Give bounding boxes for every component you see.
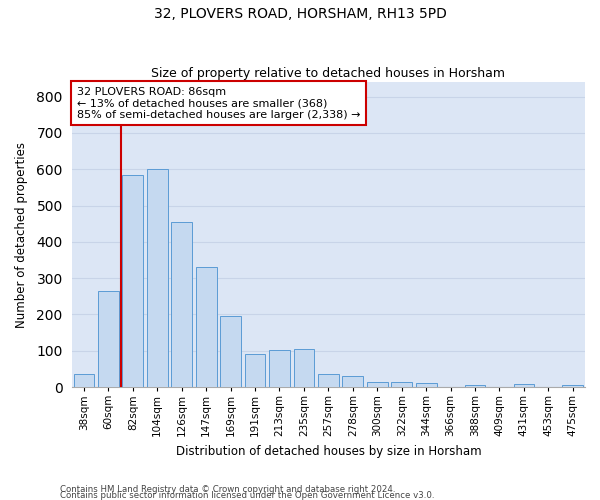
Text: 32, PLOVERS ROAD, HORSHAM, RH13 5PD: 32, PLOVERS ROAD, HORSHAM, RH13 5PD: [154, 8, 446, 22]
Bar: [74, 374, 94, 387]
Bar: [98, 291, 119, 387]
Bar: [514, 384, 534, 387]
Bar: [464, 384, 485, 387]
Bar: [172, 222, 192, 387]
Bar: [367, 382, 388, 387]
Bar: [293, 349, 314, 387]
Text: Contains public sector information licensed under the Open Government Licence v3: Contains public sector information licen…: [60, 490, 434, 500]
Bar: [416, 382, 437, 387]
Bar: [343, 376, 363, 387]
X-axis label: Distribution of detached houses by size in Horsham: Distribution of detached houses by size …: [176, 444, 481, 458]
Bar: [122, 174, 143, 387]
Bar: [391, 382, 412, 387]
Bar: [196, 268, 217, 387]
Text: Contains HM Land Registry data © Crown copyright and database right 2024.: Contains HM Land Registry data © Crown c…: [60, 484, 395, 494]
Text: 32 PLOVERS ROAD: 86sqm
← 13% of detached houses are smaller (368)
85% of semi-de: 32 PLOVERS ROAD: 86sqm ← 13% of detached…: [77, 86, 361, 120]
Title: Size of property relative to detached houses in Horsham: Size of property relative to detached ho…: [151, 66, 505, 80]
Bar: [220, 316, 241, 387]
Bar: [147, 169, 167, 387]
Y-axis label: Number of detached properties: Number of detached properties: [15, 142, 28, 328]
Bar: [245, 354, 265, 387]
Bar: [562, 384, 583, 387]
Bar: [318, 374, 339, 387]
Bar: [269, 350, 290, 387]
